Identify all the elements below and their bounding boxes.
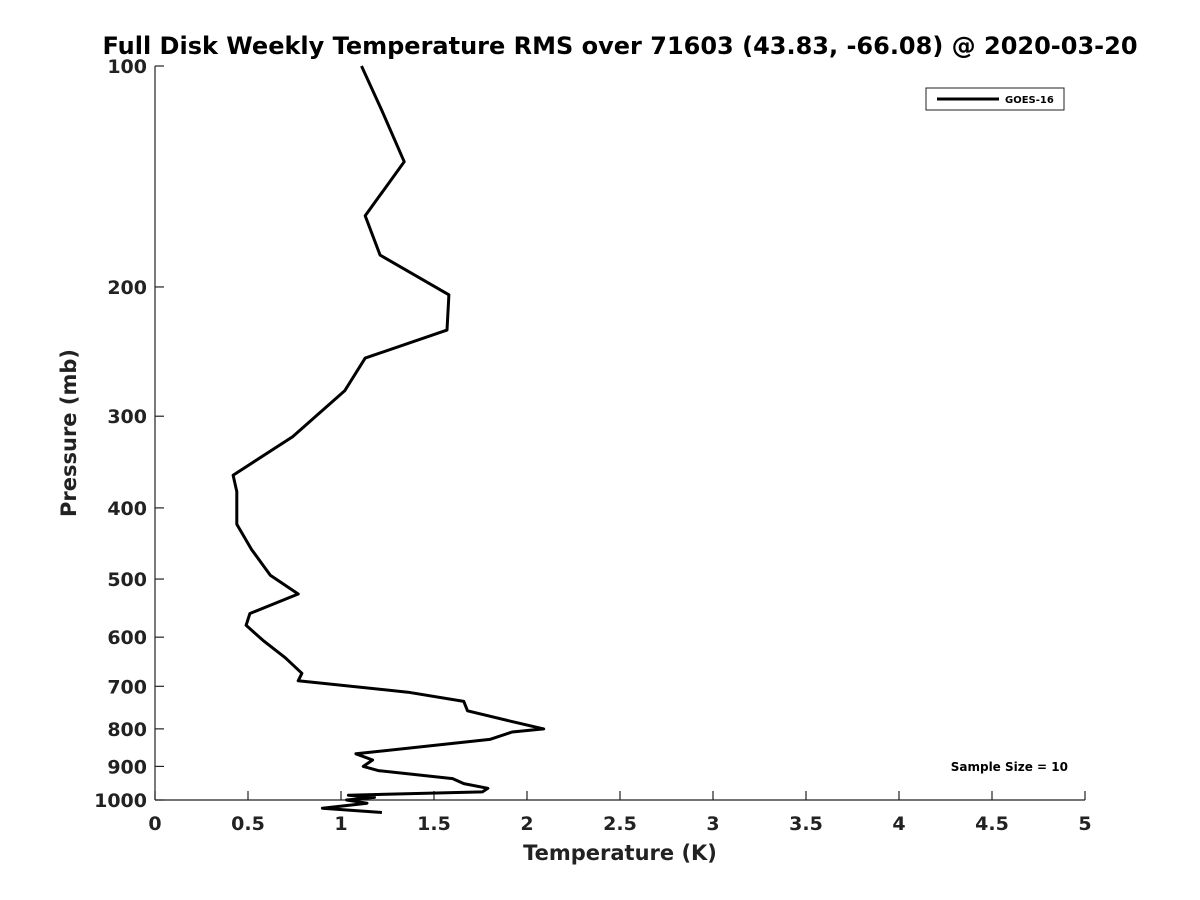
- legend: GOES-16: [925, 87, 1065, 111]
- y-tick-label: 800: [107, 719, 147, 741]
- chart-title: Full Disk Weekly Temperature RMS over 71…: [102, 32, 1137, 60]
- sample-size-annotation: Sample Size = 10: [951, 760, 1068, 774]
- x-tick-label: 2.5: [603, 813, 637, 835]
- y-tick-label: 600: [107, 627, 147, 649]
- x-tick-label: 3.5: [789, 813, 823, 835]
- x-tick-label: 1: [334, 813, 347, 835]
- x-tick-label: 1.5: [417, 813, 451, 835]
- x-tick-label: 4.5: [975, 813, 1009, 835]
- x-tick-label: 4: [892, 813, 905, 835]
- y-tick-label: 500: [107, 569, 147, 591]
- x-tick-label: 5: [1078, 813, 1091, 835]
- y-ticks: 100 200 300 400 500 600 700 800 900 1000: [94, 56, 164, 812]
- legend-label-goes-16: GOES-16: [1005, 95, 1054, 106]
- y-axis-label: Pressure (mb): [57, 349, 81, 517]
- x-tick-label: 0: [148, 813, 161, 835]
- series-line-goes-16: [231, 65, 546, 814]
- x-tick-label: 2: [520, 813, 533, 835]
- x-ticks: 0 0.5 1 1.5 2 2.5 3 3.5 4 4.5 5: [148, 791, 1092, 835]
- y-tick-label: 100: [107, 56, 147, 78]
- x-tick-label: 3: [706, 813, 719, 835]
- y-tick-label: 200: [107, 277, 147, 299]
- series-layer: [231, 65, 546, 814]
- y-tick-label: 700: [107, 676, 147, 698]
- x-tick-label: 0.5: [231, 813, 265, 835]
- x-axis-label: Temperature (K): [523, 841, 717, 865]
- plot-area: 0 0.5 1 1.5 2 2.5 3 3.5 4 4.5 5 100 200 300 400 500 600…: [94, 56, 1092, 835]
- y-tick-label: 1000: [94, 790, 147, 812]
- y-tick-label: 300: [107, 406, 147, 428]
- y-tick-label: 900: [107, 756, 147, 778]
- y-tick-label: 400: [107, 498, 147, 520]
